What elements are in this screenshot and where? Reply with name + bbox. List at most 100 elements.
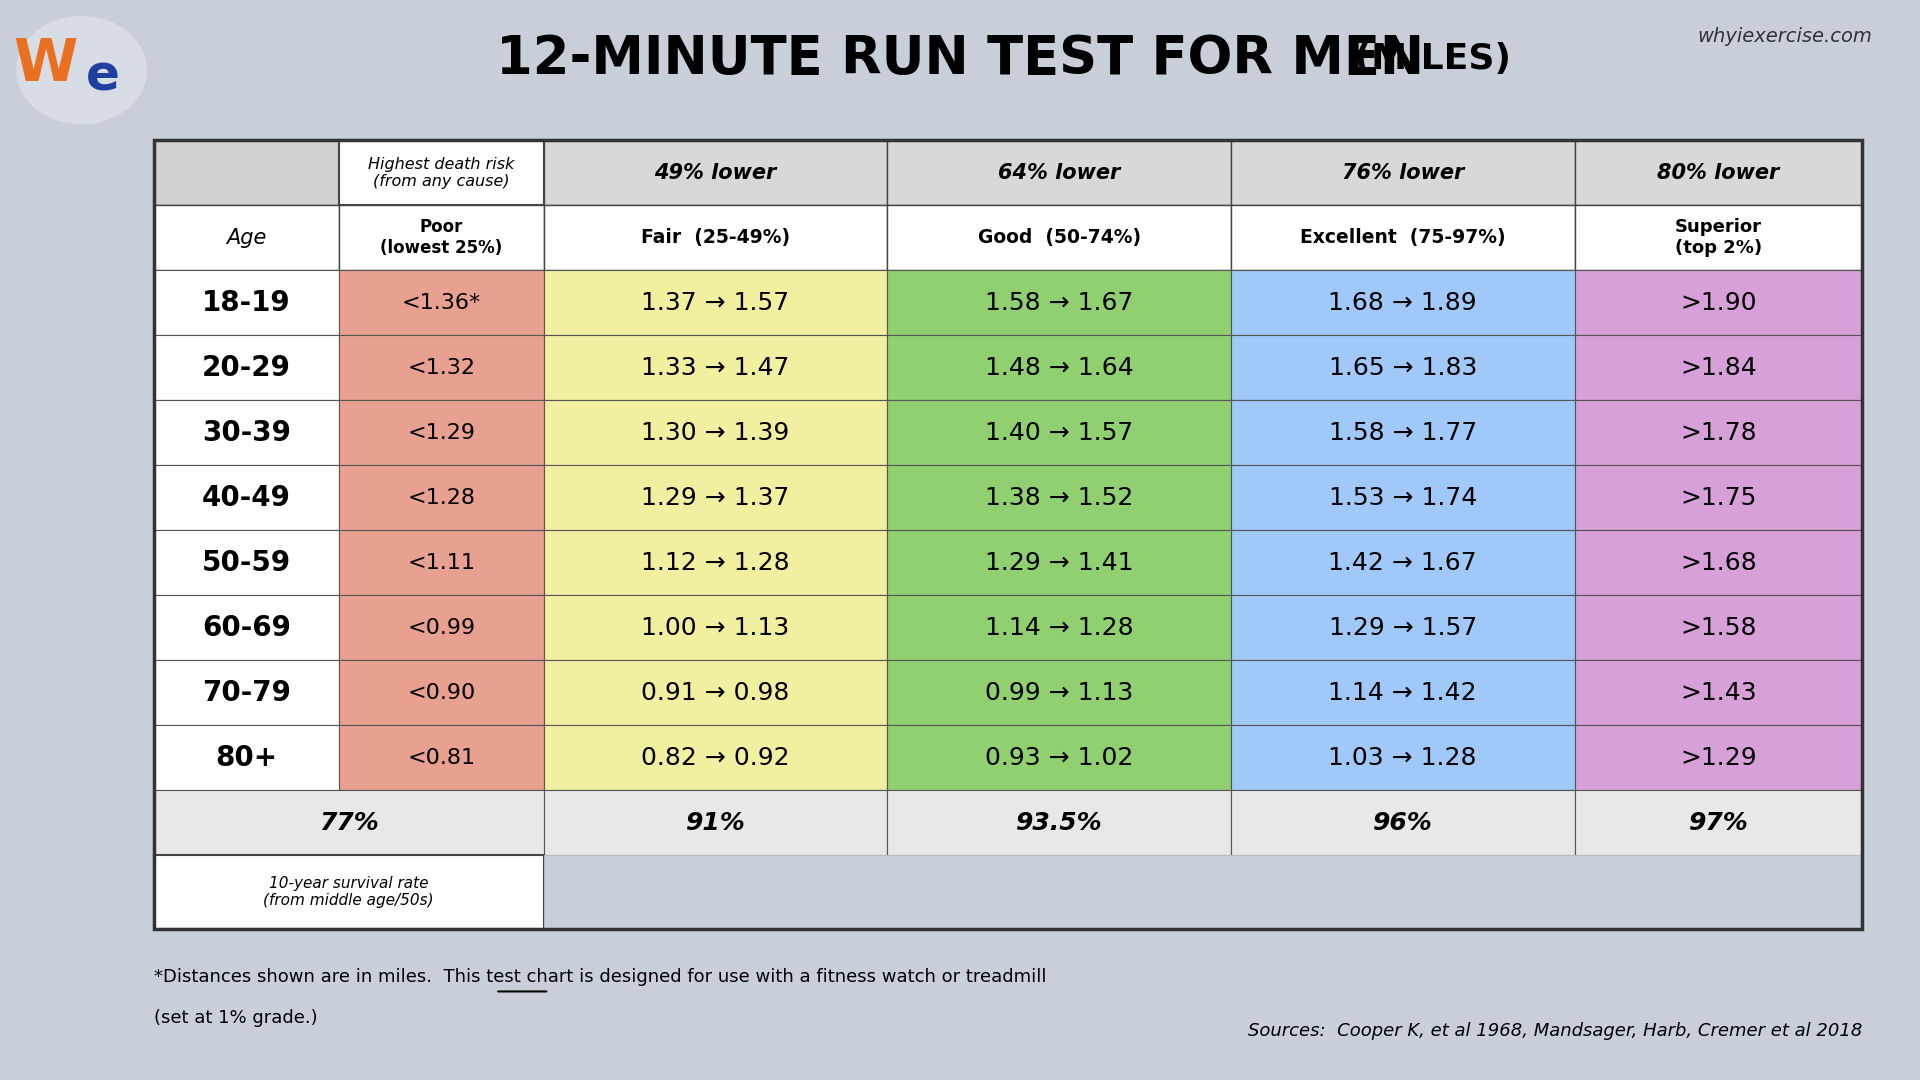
Text: Poor
(lowest 25%): Poor (lowest 25%) [380, 218, 503, 257]
Bar [340, 270, 543, 335]
Bar [887, 791, 1231, 855]
Bar [887, 660, 1231, 725]
Bar [1231, 335, 1574, 401]
Bar [887, 205, 1231, 270]
Text: 0.99 → 1.13: 0.99 → 1.13 [985, 680, 1133, 705]
Text: >1.58: >1.58 [1680, 616, 1757, 639]
Text: Excellent  (75-97%): Excellent (75-97%) [1300, 228, 1505, 247]
Text: 1.38 → 1.52: 1.38 → 1.52 [985, 486, 1133, 510]
Text: 1.40 → 1.57: 1.40 → 1.57 [985, 421, 1133, 445]
Text: 1.29 → 1.41: 1.29 → 1.41 [985, 551, 1133, 575]
Text: 50-59: 50-59 [202, 549, 292, 577]
Text: >1.29: >1.29 [1680, 745, 1757, 770]
Bar [1574, 855, 1862, 929]
Bar [543, 855, 887, 929]
Bar [1231, 270, 1574, 335]
Text: 0.82 → 0.92: 0.82 → 0.92 [641, 745, 789, 770]
Bar [1574, 595, 1862, 660]
Text: 1.03 → 1.28: 1.03 → 1.28 [1329, 745, 1476, 770]
Bar [1574, 465, 1862, 530]
Bar [154, 530, 340, 595]
Bar [154, 205, 340, 270]
Bar [1231, 205, 1574, 270]
Bar [1574, 270, 1862, 335]
Bar [887, 401, 1231, 465]
Bar [340, 725, 543, 791]
Text: 1.29 → 1.57: 1.29 → 1.57 [1329, 616, 1476, 639]
Bar [340, 660, 543, 725]
Text: <1.29: <1.29 [407, 422, 476, 443]
Text: 1.37 → 1.57: 1.37 → 1.57 [641, 291, 789, 315]
Text: 30-39: 30-39 [202, 419, 292, 447]
Text: 1.00 → 1.13: 1.00 → 1.13 [641, 616, 789, 639]
Text: 1.68 → 1.89: 1.68 → 1.89 [1329, 291, 1476, 315]
Text: 76% lower: 76% lower [1342, 163, 1463, 183]
Bar [887, 270, 1231, 335]
Bar [154, 140, 340, 205]
Text: 77%: 77% [319, 811, 378, 835]
Bar [1231, 140, 1574, 205]
Bar [154, 725, 340, 791]
Text: >1.90: >1.90 [1680, 291, 1757, 315]
Text: Highest death risk
(from any cause): Highest death risk (from any cause) [369, 157, 515, 189]
Bar [1231, 725, 1574, 791]
Text: 1.14 → 1.42: 1.14 → 1.42 [1329, 680, 1476, 705]
Text: 1.48 → 1.64: 1.48 → 1.64 [985, 355, 1133, 380]
Bar [543, 595, 887, 660]
Text: e: e [86, 52, 121, 100]
Bar [543, 140, 887, 205]
Bar [340, 205, 543, 270]
Bar [154, 595, 340, 660]
Text: 96%: 96% [1373, 811, 1432, 835]
Bar [543, 335, 887, 401]
Text: 1.58 → 1.77: 1.58 → 1.77 [1329, 421, 1476, 445]
Text: 20-29: 20-29 [202, 354, 292, 382]
Text: Fair  (25-49%): Fair (25-49%) [641, 228, 789, 247]
Bar [1574, 401, 1862, 465]
Bar [1574, 335, 1862, 401]
Bar [1574, 140, 1862, 205]
Text: 40-49: 40-49 [202, 484, 292, 512]
Text: <1.28: <1.28 [407, 488, 476, 508]
Text: 1.33 → 1.47: 1.33 → 1.47 [641, 355, 789, 380]
Bar [1574, 791, 1862, 855]
Bar [543, 465, 887, 530]
Bar [1231, 465, 1574, 530]
Bar [340, 335, 543, 401]
Text: <1.32: <1.32 [407, 357, 476, 378]
Bar [887, 530, 1231, 595]
Text: 1.58 → 1.67: 1.58 → 1.67 [985, 291, 1133, 315]
Bar [1574, 530, 1862, 595]
Text: 91%: 91% [685, 811, 745, 835]
Text: (set at 1% grade.): (set at 1% grade.) [154, 1010, 317, 1027]
Text: <0.81: <0.81 [407, 747, 476, 768]
Text: 93.5%: 93.5% [1016, 811, 1102, 835]
Text: 0.91 → 0.98: 0.91 → 0.98 [641, 680, 789, 705]
Bar [887, 855, 1231, 929]
Text: <0.90: <0.90 [407, 683, 476, 703]
Text: <1.36*: <1.36* [401, 293, 482, 313]
Bar [154, 140, 1862, 929]
Text: 1.29 → 1.37: 1.29 → 1.37 [641, 486, 789, 510]
Bar [154, 335, 340, 401]
Text: 1.65 → 1.83: 1.65 → 1.83 [1329, 355, 1476, 380]
Bar [887, 140, 1231, 205]
Text: Good  (50-74%): Good (50-74%) [977, 228, 1140, 247]
Bar [1574, 660, 1862, 725]
Bar [1231, 401, 1574, 465]
Text: Sources:  Cooper K, et al 1968, Mandsager, Harb, Cremer et al 2018: Sources: Cooper K, et al 1968, Mandsager… [1248, 1023, 1862, 1040]
Text: 80% lower: 80% lower [1657, 163, 1780, 183]
Bar [543, 270, 887, 335]
Text: <0.99: <0.99 [407, 618, 476, 637]
Text: 60-69: 60-69 [202, 613, 292, 642]
Bar [887, 335, 1231, 401]
Bar [154, 465, 340, 530]
Text: >1.84: >1.84 [1680, 355, 1757, 380]
Text: <1.11: <1.11 [407, 553, 476, 572]
Text: 1.42 → 1.67: 1.42 → 1.67 [1329, 551, 1476, 575]
Text: 18-19: 18-19 [202, 288, 290, 316]
Bar [1231, 855, 1574, 929]
Text: 49% lower: 49% lower [655, 163, 776, 183]
Text: 0.93 → 1.02: 0.93 → 1.02 [985, 745, 1133, 770]
Bar [1231, 791, 1574, 855]
